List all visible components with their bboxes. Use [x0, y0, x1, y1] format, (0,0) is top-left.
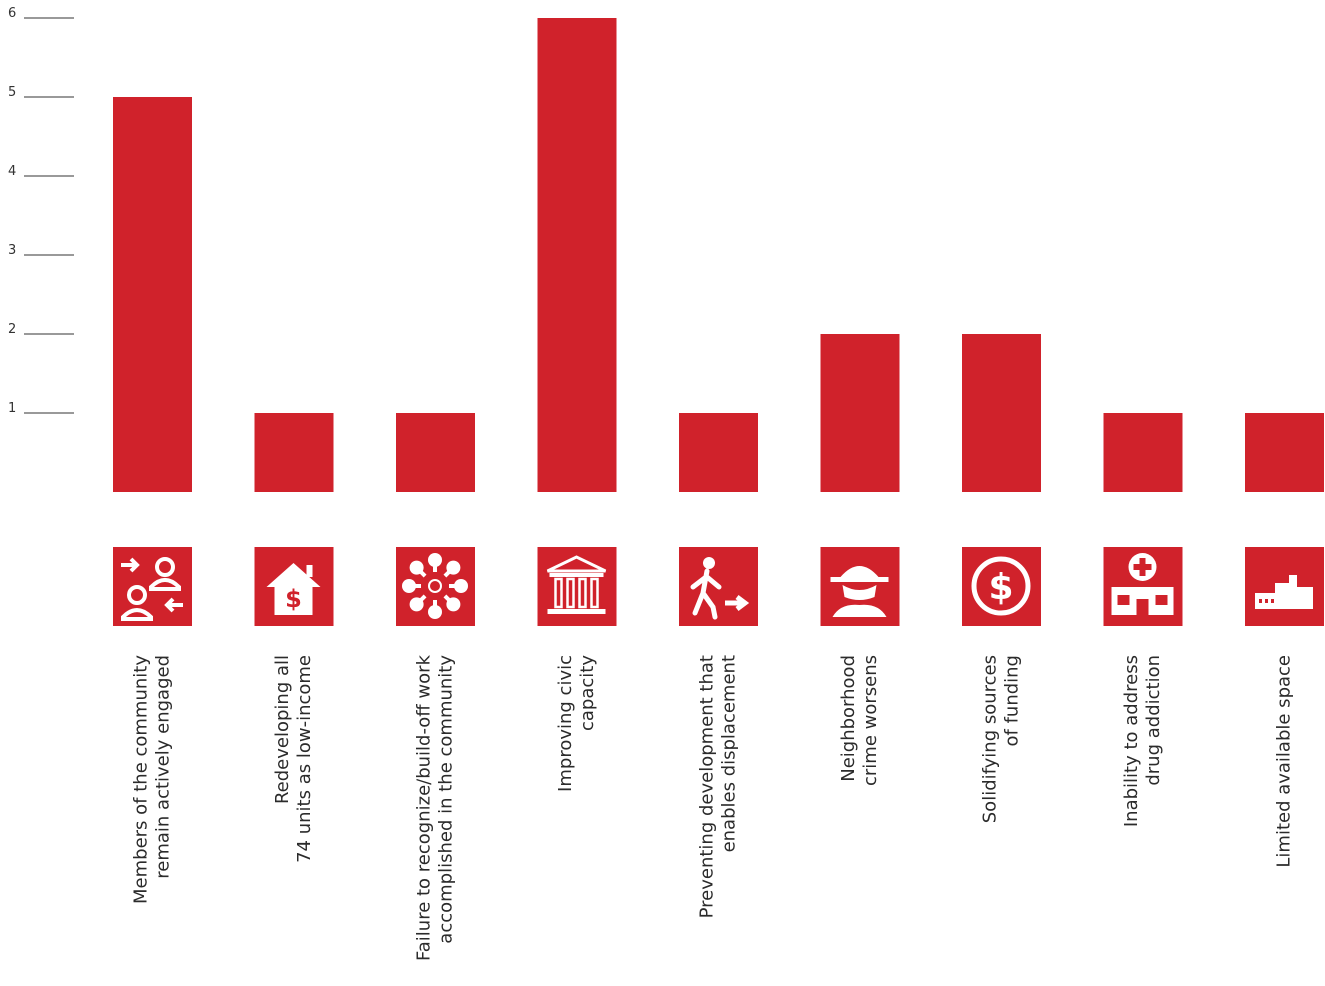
- civic-building-icon: [537, 547, 617, 626]
- category-label: Preventing development that: [697, 655, 718, 918]
- y-tick-label: 4: [8, 164, 16, 179]
- category-icons: $ $: [113, 547, 1324, 626]
- hands-circle-icon: [396, 547, 475, 626]
- category-label: Limited available space: [1274, 655, 1295, 868]
- category-label: 74 units as low-income: [294, 655, 315, 863]
- category-label: Redeveloping all: [272, 655, 293, 804]
- category-label: Inability to address: [1121, 655, 1142, 827]
- category-label: drug addiction: [1143, 655, 1164, 786]
- bar: [1245, 413, 1324, 492]
- bars: [113, 18, 1324, 492]
- bar: [679, 413, 758, 492]
- bar: [962, 334, 1041, 492]
- people-exchange-icon: [113, 547, 192, 626]
- category-label: crime worsens: [860, 655, 881, 786]
- bar: [396, 413, 475, 492]
- category-label: capacity: [577, 655, 598, 731]
- clinic-cross-icon: [1103, 547, 1183, 626]
- category-label: Failure to recognize/build-off work: [414, 654, 435, 961]
- masked-figure-icon: [820, 547, 900, 626]
- category-label: Solidifying sources: [980, 655, 1001, 823]
- bar: [537, 18, 617, 492]
- category-label: of funding: [1002, 655, 1023, 747]
- y-tick-label: 6: [8, 6, 16, 21]
- category-label: Neighborhood: [838, 655, 859, 782]
- y-tick-label: 5: [8, 85, 16, 100]
- bar: [113, 97, 192, 492]
- y-axis: 1 2 3 4 5 6: [8, 6, 74, 416]
- y-tick-label: 2: [8, 322, 16, 337]
- bar: [1103, 413, 1183, 492]
- y-tick-label: 1: [8, 401, 16, 416]
- dollar-coin-icon: $: [962, 547, 1041, 626]
- category-label: accomplished in the community: [436, 655, 457, 944]
- bar: [254, 413, 334, 492]
- buildings-icon: [1245, 547, 1324, 626]
- category-label: Improving civic: [555, 655, 576, 792]
- category-label: Members of the community: [131, 655, 152, 904]
- y-tick-label: 3: [8, 243, 16, 258]
- house-dollar-icon: $: [254, 547, 334, 626]
- category-labels: Members of the community remain actively …: [131, 654, 1295, 961]
- walking-person-arrow-icon: [679, 547, 758, 626]
- category-label: remain actively engaged: [153, 655, 174, 879]
- svg-text:$: $: [285, 585, 302, 613]
- svg-text:$: $: [988, 567, 1013, 608]
- bar: [820, 334, 900, 492]
- category-label: enables displacement: [719, 655, 740, 852]
